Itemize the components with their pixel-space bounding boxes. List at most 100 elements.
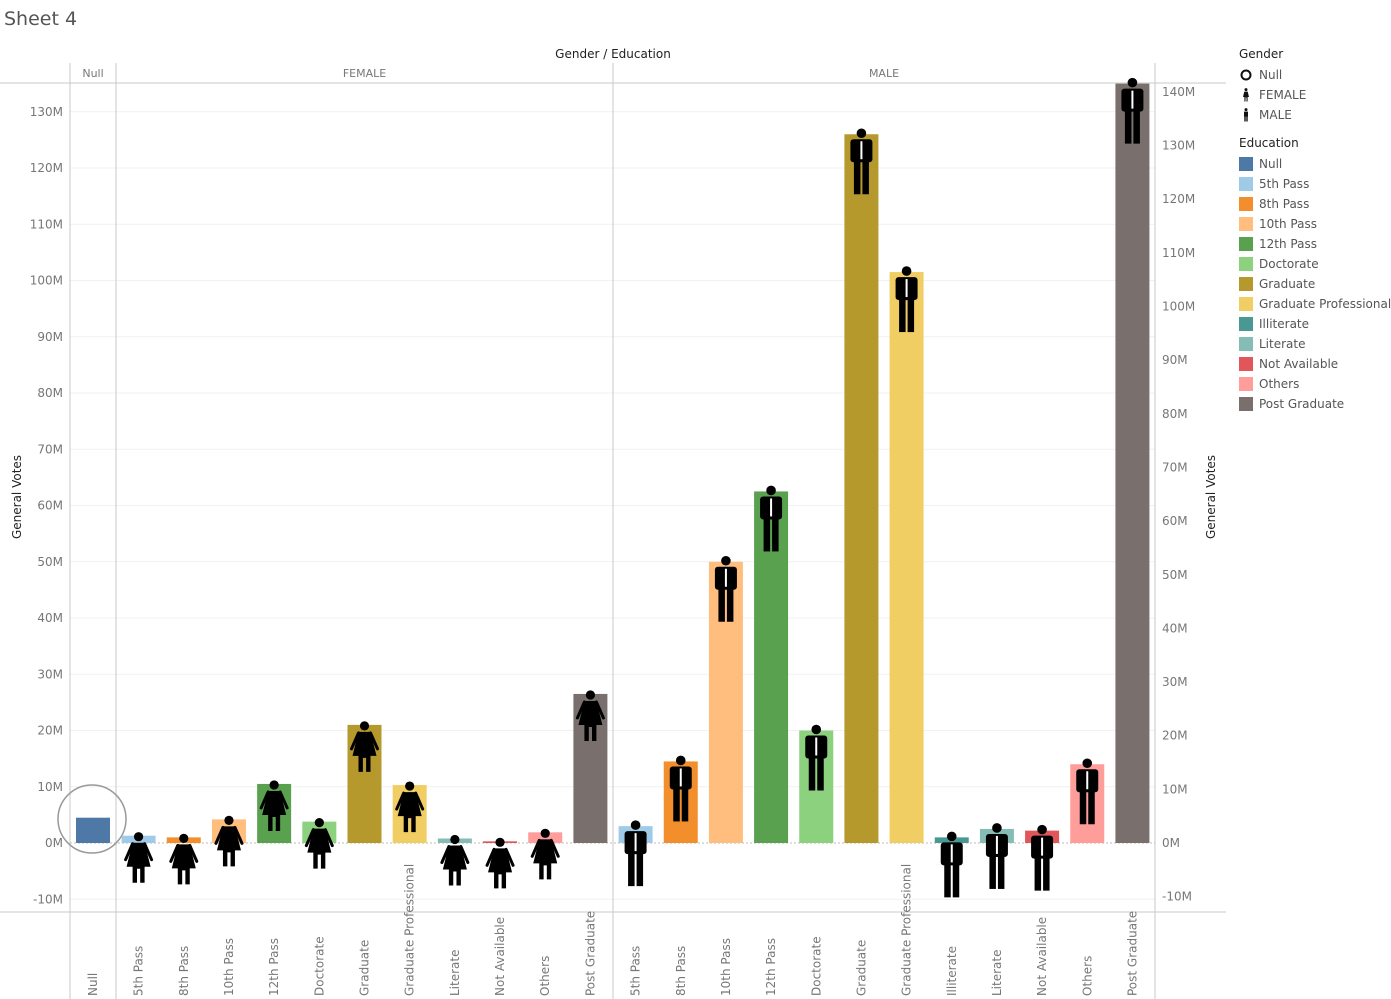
male-person-icon (1124, 109, 1132, 144)
male-person-icon (760, 485, 783, 552)
y-tick-label-right: 130M (1162, 139, 1195, 153)
legend-item-education[interactable]: Doctorate (1239, 254, 1391, 274)
y-tick-label-left: 130M (30, 105, 63, 119)
y-tick-label-right: 70M (1162, 460, 1188, 474)
y-tick-label-right: 20M (1162, 729, 1188, 743)
category-label: Literate (990, 950, 1004, 996)
legend-label: Not Available (1259, 357, 1339, 371)
category-label: 10th Pass (719, 938, 733, 996)
male-person-icon (1043, 856, 1050, 891)
legend-item-education[interactable]: Graduate (1239, 274, 1391, 294)
legend-item-education[interactable]: Graduate Professional (1239, 294, 1391, 314)
female-person-icon (485, 837, 515, 889)
panel-header-label: FEMALE (343, 67, 386, 80)
female-person-icon (350, 731, 379, 751)
male-person-icon (860, 141, 863, 160)
male-person-icon (853, 160, 861, 195)
y-tick-label-right: 40M (1162, 621, 1188, 635)
bar (76, 817, 110, 843)
bar (1115, 83, 1150, 843)
female-person-icon (216, 826, 241, 867)
legend-label: Graduate (1259, 277, 1316, 291)
legend-item-education[interactable]: Literate (1239, 334, 1391, 354)
legend-item-education[interactable]: 8th Pass (1239, 194, 1391, 214)
female-person-icon (395, 791, 425, 811)
legend-label: Illiterate (1259, 317, 1310, 331)
male-person-icon (815, 737, 818, 756)
category-label: 8th Pass (674, 946, 688, 996)
legend-label: MALE (1259, 108, 1292, 122)
female-person-icon (1239, 88, 1253, 102)
legend-label: FEMALE (1259, 88, 1307, 102)
legend-label: 12th Pass (1259, 237, 1317, 251)
legend-label: Doctorate (1259, 257, 1319, 271)
male-person-icon (718, 587, 725, 622)
y-tick-label-left: 120M (30, 161, 63, 175)
legend-swatch (1239, 397, 1253, 411)
male-person-icon (1127, 77, 1138, 88)
male-person-icon (811, 724, 822, 735)
category-label: Null (86, 973, 100, 996)
circle-icon (1239, 68, 1253, 82)
legend-item-education[interactable]: 12th Pass (1239, 234, 1391, 254)
legend-item-gender-null[interactable]: Null (1239, 65, 1306, 85)
female-person-icon (269, 780, 279, 790)
legend-item-education[interactable]: Illiterate (1239, 314, 1391, 334)
legend-item-education[interactable]: Not Available (1239, 354, 1391, 374)
legend-item-gender-female[interactable]: FEMALE (1239, 85, 1306, 105)
female-person-icon (262, 790, 287, 831)
null-circle-marker (57, 784, 127, 854)
legend-item-education[interactable]: Null (1239, 154, 1391, 174)
female-person-icon (169, 833, 199, 885)
panel-header-label: MALE (869, 67, 899, 80)
female-person-icon (450, 834, 460, 845)
male-person-icon (946, 831, 957, 842)
y-tick-label-right: 120M (1162, 192, 1195, 206)
female-person-icon (259, 790, 289, 810)
category-label: 8th Pass (177, 946, 191, 996)
female-person-icon (214, 815, 244, 867)
female-person-icon (578, 700, 603, 741)
male-person-icon (624, 820, 647, 887)
male-person-icon (805, 724, 828, 791)
female-person-icon (405, 781, 415, 791)
y-tick-label-right: 0M (1162, 836, 1180, 850)
male-person-icon (634, 833, 637, 852)
y-tick-label-left: -10M (33, 892, 63, 906)
male-person-icon (673, 787, 680, 822)
category-label: Graduate (358, 940, 372, 996)
male-person-icon (905, 279, 908, 298)
category-label: Graduate Professional (900, 864, 914, 996)
male-person-icon (997, 854, 1005, 889)
legend-swatch (1239, 257, 1253, 271)
education-legend: Education Null 5th Pass 8th Pass 10th Pass 1… (1239, 136, 1391, 414)
y-tick-label-right: -10M (1162, 890, 1192, 904)
category-label: Others (538, 956, 552, 996)
male-person-icon (721, 555, 731, 566)
category-label: Graduate (854, 940, 868, 996)
female-person-icon (397, 792, 422, 833)
y-tick-label-right: 50M (1162, 568, 1188, 582)
male-person-icon (726, 587, 734, 622)
legend-item-education[interactable]: Others (1239, 374, 1391, 394)
legend-label: Others (1259, 377, 1300, 391)
category-label: Graduate Professional (403, 864, 417, 996)
y-tick-label-right: 110M (1162, 246, 1195, 260)
legend-item-education[interactable]: Post Graduate (1239, 394, 1391, 414)
y-tick-label-left: 40M (37, 611, 63, 625)
female-person-icon (171, 844, 196, 885)
female-person-icon (307, 828, 332, 869)
female-person-icon (530, 828, 560, 880)
legend-item-education[interactable]: 5th Pass (1239, 174, 1391, 194)
legend-item-gender-male[interactable]: MALE (1239, 105, 1306, 125)
y-tick-label-right: 100M (1162, 300, 1195, 314)
male-person-icon (772, 517, 779, 552)
category-label: 5th Pass (629, 946, 643, 996)
y-tick-label-right: 90M (1162, 353, 1188, 367)
y-tick-label-right: 80M (1162, 407, 1188, 421)
male-person-icon (850, 128, 873, 195)
male-person-icon (907, 298, 915, 333)
legend-item-education[interactable]: 10th Pass (1239, 214, 1391, 234)
male-person-icon (714, 555, 737, 622)
y-tick-label-left: 100M (30, 274, 63, 288)
